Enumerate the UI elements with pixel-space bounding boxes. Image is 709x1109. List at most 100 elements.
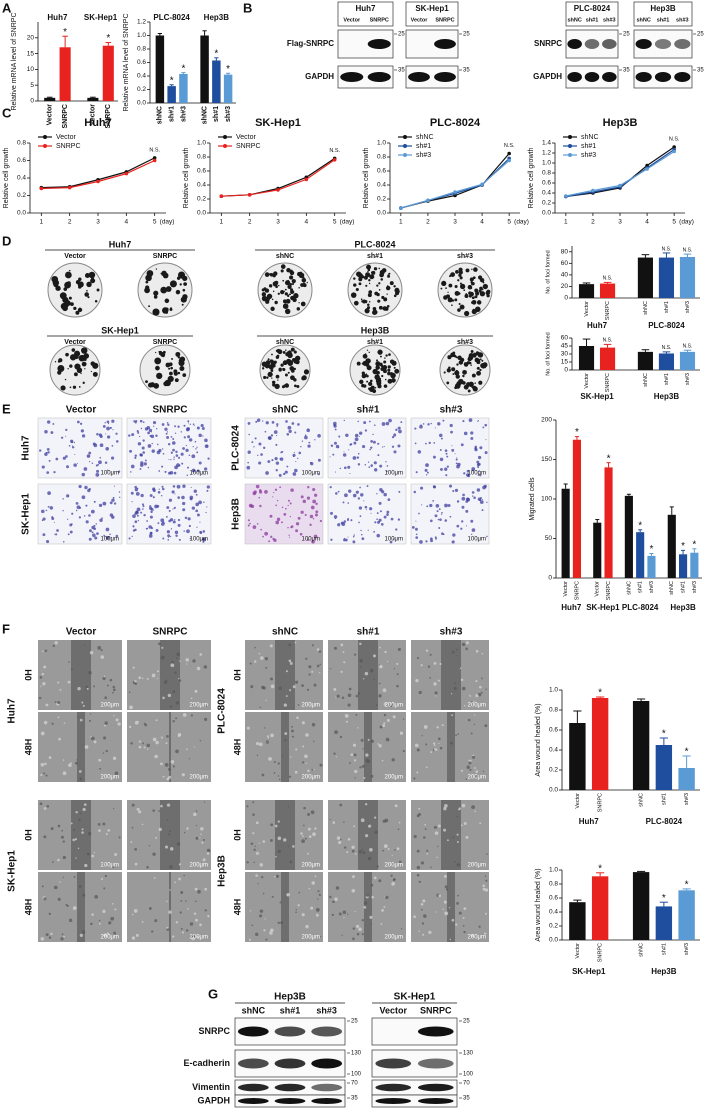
cell (479, 446, 483, 450)
cell (275, 461, 280, 465)
texture (436, 726, 439, 729)
colony (164, 298, 170, 304)
y-tick-label: 0.4 (549, 747, 558, 754)
texture (178, 677, 180, 680)
texture (358, 850, 362, 854)
cell (62, 456, 66, 460)
texture (430, 751, 433, 754)
colony (75, 310, 80, 315)
texture (329, 818, 331, 821)
texture (178, 877, 181, 881)
lane-label: SNRPC (370, 17, 389, 23)
texture (354, 853, 357, 855)
colony (463, 289, 466, 292)
cell (161, 448, 164, 450)
series-line (400, 160, 510, 209)
timepoint-label: 0H (23, 669, 33, 681)
annotation: * (692, 539, 696, 550)
annotation: N.S. (329, 148, 340, 154)
texture (262, 840, 266, 843)
blot-band (237, 1058, 269, 1069)
blot-band (274, 1026, 306, 1037)
cell (329, 486, 332, 489)
cell (258, 496, 261, 499)
texture (254, 646, 256, 649)
x-tick-label: shNC (643, 373, 649, 387)
texture (392, 715, 396, 719)
cell (169, 510, 171, 512)
scale-bar: 200μm (302, 863, 320, 869)
texture (186, 827, 189, 830)
column-label: sh#1 (357, 405, 380, 416)
cell (169, 518, 174, 522)
texture (74, 838, 78, 841)
cell (66, 494, 70, 498)
cell (93, 527, 96, 531)
texture (185, 900, 187, 902)
texture (364, 671, 369, 676)
x-tick-label: 2 (248, 219, 252, 226)
texture (113, 807, 115, 810)
texture (297, 904, 300, 907)
cell (195, 502, 200, 507)
texture (484, 724, 488, 728)
group-label: SK-Hep1 (84, 13, 118, 22)
cell (174, 465, 178, 470)
colony (275, 374, 280, 379)
y-tick-label: 50 (545, 535, 553, 542)
colony (378, 305, 383, 310)
annotation: N.S. (603, 276, 613, 282)
annotation: * (638, 520, 642, 531)
lane-label: sh#3 (676, 17, 689, 23)
texture (386, 718, 390, 722)
texture (102, 677, 106, 681)
texture (137, 721, 139, 723)
texture (432, 742, 436, 745)
cell (168, 498, 173, 502)
cell (434, 514, 438, 518)
texture (317, 898, 319, 900)
texture (439, 746, 443, 750)
cell (309, 523, 312, 527)
texture (338, 840, 342, 845)
texture (370, 883, 374, 887)
cell (193, 489, 197, 493)
texture (61, 829, 64, 832)
texture (316, 664, 320, 668)
texture (169, 889, 171, 891)
cell (83, 515, 86, 517)
texture (416, 873, 420, 877)
cell (288, 534, 290, 536)
cell (285, 507, 287, 510)
colony (448, 283, 453, 288)
cell (283, 513, 287, 516)
x-tick-label: SNRPC (606, 581, 612, 600)
texture (313, 683, 317, 687)
cell (135, 492, 140, 496)
colony (286, 267, 291, 273)
texture (158, 827, 162, 832)
cell (111, 515, 115, 519)
cell (137, 431, 140, 434)
texture (423, 725, 428, 729)
cell (444, 519, 448, 522)
texture (319, 671, 321, 674)
texture (117, 722, 121, 726)
cell (192, 445, 194, 448)
x-tick-label: 3 (453, 219, 457, 226)
cell (434, 427, 436, 429)
cell (180, 452, 184, 456)
colony (287, 279, 289, 282)
colony (87, 296, 90, 299)
cell (62, 498, 64, 500)
cell (257, 454, 259, 457)
bar (679, 256, 696, 298)
cell (188, 524, 191, 528)
y-tick-label: 20 (27, 35, 35, 42)
cell (170, 435, 173, 438)
texture (166, 926, 169, 929)
colony (293, 293, 299, 299)
bar (200, 35, 209, 103)
point (564, 194, 568, 198)
texture (301, 913, 305, 917)
